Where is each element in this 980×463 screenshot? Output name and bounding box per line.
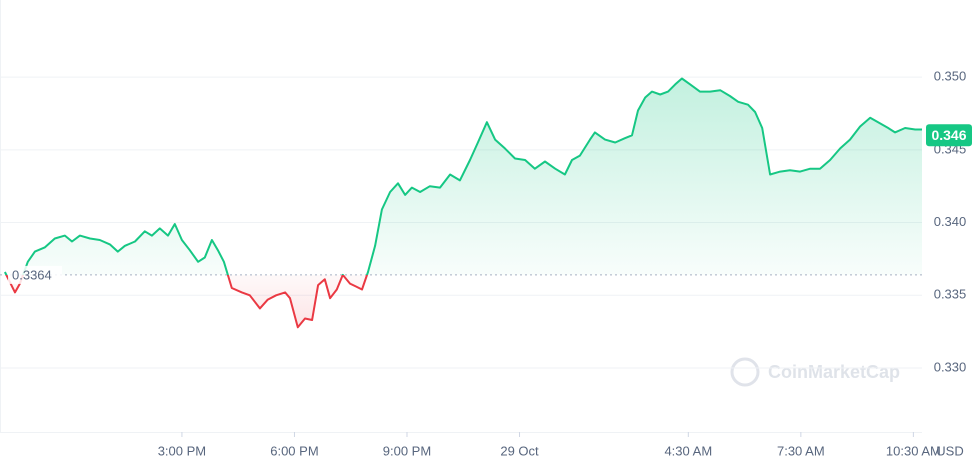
watermark-logo bbox=[730, 357, 760, 387]
x-tick-label: 10:30 AM bbox=[886, 443, 941, 458]
x-tick-label: 29 Oct bbox=[500, 443, 539, 458]
x-tick-label: 3:00 PM bbox=[158, 443, 206, 458]
y-tick-label: 0.330 bbox=[934, 359, 967, 374]
price-area bbox=[4, 78, 922, 328]
last-price-label: 0.346 bbox=[931, 127, 966, 143]
x-tick-label: 4:30 AM bbox=[664, 443, 712, 458]
price-line bbox=[4, 77, 922, 329]
watermark-text: CoinMarketCap bbox=[768, 362, 900, 382]
last-price-badge bbox=[926, 124, 972, 147]
watermark: CoinMarketCap bbox=[730, 357, 900, 387]
y-tick-label: 0.350 bbox=[934, 69, 967, 84]
x-tick-label: 6:00 PM bbox=[270, 443, 318, 458]
baseline-label: 0.3364 bbox=[12, 267, 52, 282]
y-unit: USD bbox=[936, 443, 963, 458]
y-tick-label: 0.340 bbox=[934, 214, 967, 229]
x-tick-label: 7:30 AM bbox=[777, 443, 825, 458]
y-tick-label: 0.335 bbox=[934, 287, 967, 302]
x-tick-label: 9:00 PM bbox=[383, 443, 431, 458]
baseline-label-bg bbox=[8, 265, 62, 284]
